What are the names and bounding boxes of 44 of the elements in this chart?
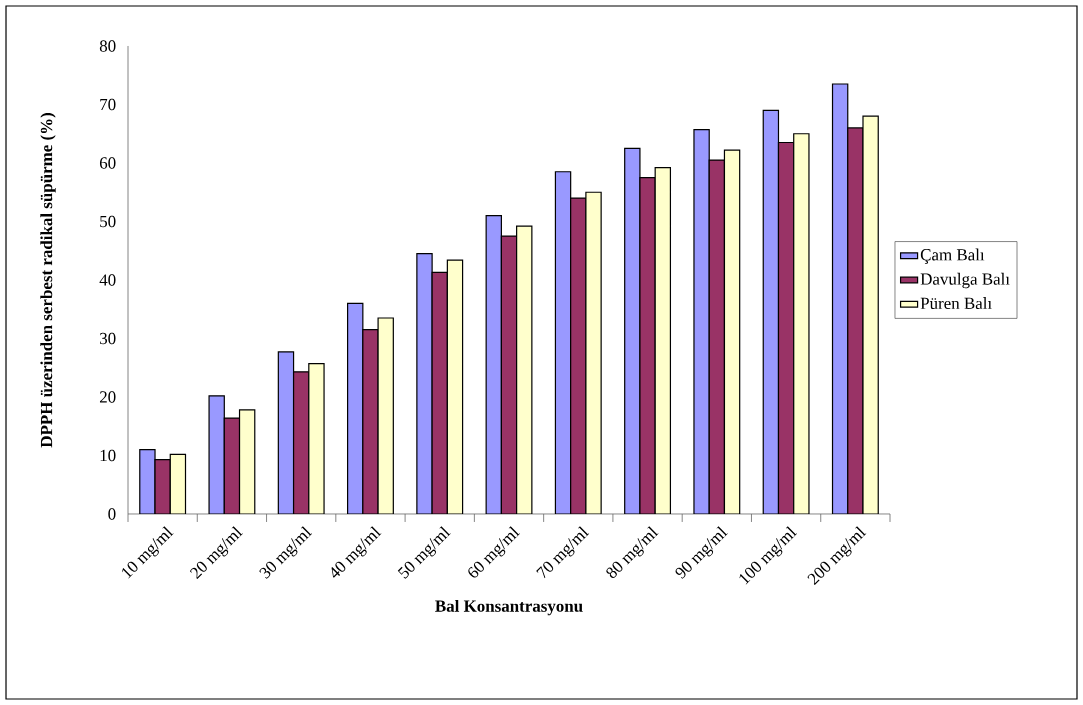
bar <box>723 149 741 514</box>
bar <box>708 159 726 514</box>
bar <box>777 141 795 514</box>
bar <box>500 235 518 514</box>
bar <box>347 302 364 514</box>
bar <box>516 225 533 514</box>
legend-label: Çam Balı <box>920 248 985 264</box>
y-tick-label: 40 <box>99 274 116 286</box>
bar <box>223 417 241 514</box>
bar <box>308 363 325 514</box>
bar <box>831 83 849 514</box>
bar <box>377 317 394 514</box>
bar <box>762 109 780 514</box>
bar <box>847 127 864 514</box>
bar <box>362 329 379 514</box>
legend-label: Davulga Balı <box>920 272 1010 289</box>
bar <box>654 167 672 514</box>
y-tick-label: 50 <box>100 215 116 228</box>
y-tick-label: 60 <box>99 157 116 169</box>
bar <box>431 271 448 514</box>
y-tick-label: 0 <box>108 508 116 520</box>
bar <box>862 115 879 514</box>
y-tick-label: 80 <box>99 40 116 52</box>
bar <box>793 133 810 514</box>
bar <box>292 371 310 514</box>
bar <box>570 197 587 514</box>
bar <box>624 147 641 514</box>
bar <box>139 449 156 514</box>
bar <box>554 171 572 514</box>
bar <box>485 215 502 514</box>
y-axis-title: DPPH üzerinden serbest radikal süpürme (%) <box>40 113 56 448</box>
y-tick-label: 20 <box>99 391 116 403</box>
bar <box>154 458 171 514</box>
y-tick-label: 10 <box>100 449 116 462</box>
x-axis-title: Bal Konsantrasyonu <box>435 599 583 616</box>
y-tick-label: 70 <box>100 98 116 111</box>
bar <box>277 351 295 514</box>
bar <box>446 259 464 514</box>
bar <box>639 177 656 514</box>
bar <box>693 129 710 514</box>
y-tick-label: 30 <box>100 332 116 345</box>
bar <box>208 395 225 514</box>
bar <box>238 409 256 514</box>
legend-label: Püren Balı <box>920 297 992 310</box>
